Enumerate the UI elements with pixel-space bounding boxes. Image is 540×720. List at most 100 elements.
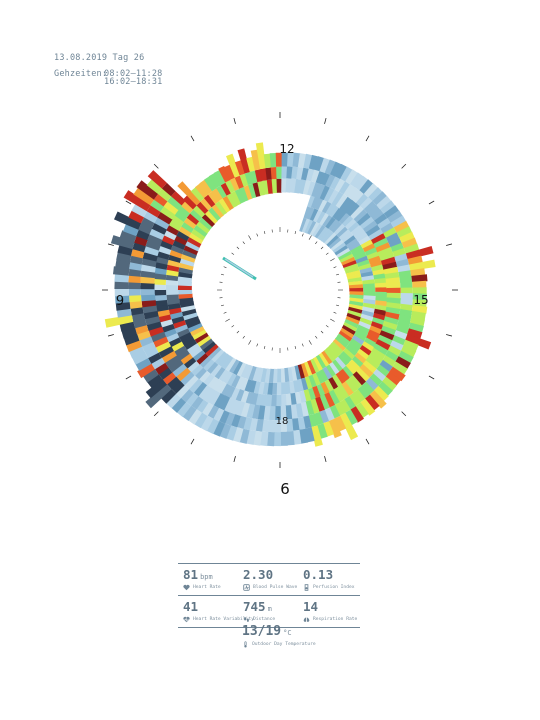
- spiral-segment: [362, 283, 375, 289]
- spiral-segment: [328, 219, 339, 231]
- spiral-segment: [385, 371, 401, 386]
- spiral-segment: [337, 384, 350, 400]
- spiral-segment: [392, 248, 406, 258]
- spiral-segment: [400, 287, 413, 294]
- spiral-segment: [314, 156, 325, 172]
- spiral-segment: [196, 352, 209, 365]
- spiral-segment: [392, 335, 406, 346]
- spiral-segment: [410, 268, 426, 277]
- spiral-segment: [321, 230, 334, 244]
- spiral-segment: [132, 242, 146, 253]
- spiral-segment: [212, 420, 226, 437]
- spiral-segment: [204, 210, 218, 224]
- spiral-segment: [400, 298, 413, 306]
- thermometer-icon: [244, 641, 247, 648]
- spiral-segment: [389, 366, 406, 382]
- spiral-segment: [276, 382, 282, 395]
- spiral-rings: [104, 142, 436, 447]
- spiral-segment: [214, 366, 226, 380]
- spiral-segment: [170, 244, 184, 255]
- clock-tick: [248, 235, 252, 240]
- spiral-segment: [364, 394, 380, 411]
- spiral-segment: [373, 385, 389, 402]
- spiral-segment: [178, 293, 193, 299]
- spiral-segment: [280, 431, 288, 446]
- spiral-segment: [139, 336, 154, 347]
- spiral-segment: [356, 367, 370, 382]
- spiral-segment: [397, 319, 411, 329]
- spiral-segment: [267, 419, 276, 433]
- spiral-segment: [300, 377, 309, 391]
- clock-tick: [107, 334, 114, 337]
- spiral-segment: [387, 345, 402, 357]
- spiral-segment: [348, 306, 363, 314]
- spiral-segment: [155, 341, 171, 353]
- spiral-segment: [154, 217, 170, 230]
- spiral-segment: [240, 363, 250, 379]
- spiral-segment: [319, 394, 330, 410]
- spiral-segment: [219, 423, 232, 439]
- spiral-segment: [341, 256, 356, 266]
- spiral-segment: [128, 288, 141, 296]
- spiral-segment: [222, 195, 234, 211]
- spiral-segment: [328, 343, 341, 357]
- spiral-segment: [218, 369, 229, 382]
- spiral-segment: [236, 362, 247, 377]
- spiral-segment: [151, 278, 167, 285]
- spiral-segment: [303, 153, 313, 169]
- spiral-segment: [244, 379, 253, 392]
- spiral-segment: [357, 259, 370, 268]
- spiral-segment: [199, 356, 212, 368]
- spiral-segment: [286, 419, 294, 432]
- spiral-segment: [308, 154, 319, 170]
- spiral-segment: [302, 415, 312, 429]
- spiral-segment: [237, 148, 251, 174]
- spiral-segment: [129, 300, 143, 309]
- spiral-segment: [344, 319, 359, 329]
- clock-tick: [294, 345, 297, 349]
- spiral-segment: [129, 294, 142, 303]
- spiral-segment: [177, 181, 201, 206]
- spiral-segment: [132, 351, 148, 365]
- spiral-segment: [319, 369, 329, 382]
- spiral-segment: [339, 181, 351, 195]
- spiral-segment: [339, 253, 354, 263]
- spiral-segment: [239, 428, 250, 444]
- spiral-segment: [198, 217, 213, 231]
- spiral-segment: [146, 179, 163, 194]
- spiral-segment: [203, 194, 216, 208]
- spiral-segment: [294, 178, 302, 194]
- spiral-segment: [131, 312, 145, 322]
- clock-tick: [153, 411, 159, 417]
- spiral-segment: [248, 183, 257, 199]
- spiral-segment: [367, 205, 381, 218]
- spiral-segment: [193, 224, 208, 237]
- spiral-segment: [176, 230, 190, 242]
- spiral-segment: [334, 245, 349, 256]
- spiral-segment: [234, 160, 246, 176]
- spiral-segment: [163, 201, 179, 215]
- spiral-segment: [292, 430, 302, 445]
- spiral-segment: [385, 277, 400, 284]
- spiral-segment: [188, 378, 203, 393]
- spiral-segment: [140, 282, 155, 290]
- spiral-segment: [234, 188, 245, 204]
- clock-tick: [325, 252, 329, 255]
- spiral-segment: [377, 218, 391, 230]
- date-day-label: 13.08.2019 Tag 26: [54, 53, 145, 63]
- spiral-segment: [234, 175, 245, 189]
- spiral-segment: [136, 229, 150, 241]
- spiral-segment: [348, 374, 363, 390]
- metric-outdoor-temperature: 13/19 °C Outdoor Day Temperature: [242, 624, 316, 648]
- spiral-segment: [363, 201, 377, 214]
- spiral-clock-visualization: 12 15 9 18 6: [102, 112, 458, 498]
- spiral-segment: [128, 275, 141, 283]
- spiral-segment: [358, 321, 371, 330]
- spiral-segment: [115, 301, 131, 311]
- spiral-segment: [384, 272, 400, 280]
- spiral-segment: [147, 352, 162, 364]
- spiral-segment: [268, 406, 276, 421]
- spiral-segment: [179, 258, 195, 267]
- spiral-segment: [142, 251, 158, 262]
- spiral-segment: [369, 373, 383, 387]
